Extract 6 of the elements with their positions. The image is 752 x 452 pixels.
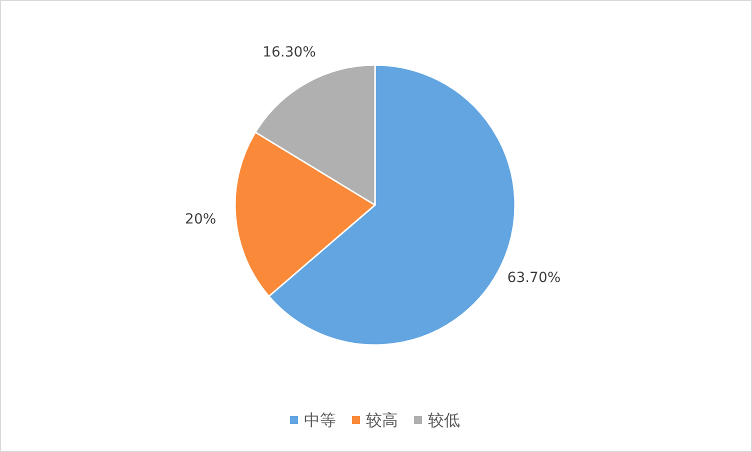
data-label: 63.70% [507,270,561,286]
data-label: 16.30% [262,44,316,60]
legend-label: 较低 [428,410,460,430]
data-label: 20% [185,211,216,228]
legend-label: 较高 [366,410,398,430]
legend-label: 中等 [304,410,336,430]
